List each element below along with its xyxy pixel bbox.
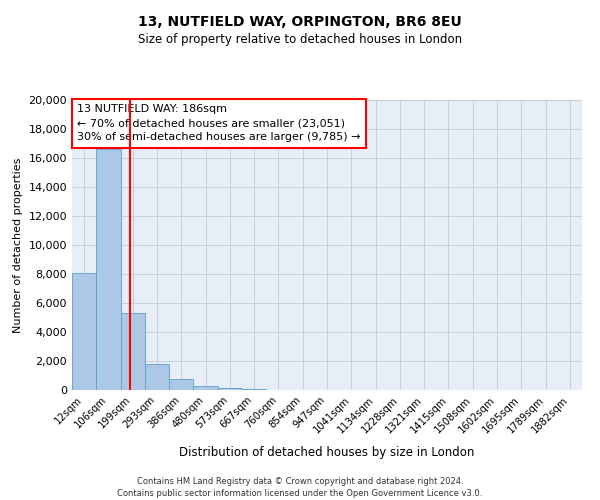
Text: Contains public sector information licensed under the Open Government Licence v3: Contains public sector information licen… <box>118 489 482 498</box>
Text: 13 NUTFIELD WAY: 186sqm
← 70% of detached houses are smaller (23,051)
30% of sem: 13 NUTFIELD WAY: 186sqm ← 70% of detache… <box>77 104 361 142</box>
Y-axis label: Number of detached properties: Number of detached properties <box>13 158 23 332</box>
Bar <box>96 150 121 390</box>
Bar <box>218 388 242 390</box>
X-axis label: Distribution of detached houses by size in London: Distribution of detached houses by size … <box>179 446 475 459</box>
Bar <box>169 379 193 390</box>
Bar <box>242 388 266 390</box>
Text: Contains HM Land Registry data © Crown copyright and database right 2024.: Contains HM Land Registry data © Crown c… <box>137 478 463 486</box>
Bar <box>193 386 218 390</box>
Text: 13, NUTFIELD WAY, ORPINGTON, BR6 8EU: 13, NUTFIELD WAY, ORPINGTON, BR6 8EU <box>138 15 462 29</box>
Bar <box>145 364 169 390</box>
Bar <box>72 272 96 390</box>
Bar <box>121 313 145 390</box>
Text: Size of property relative to detached houses in London: Size of property relative to detached ho… <box>138 32 462 46</box>
